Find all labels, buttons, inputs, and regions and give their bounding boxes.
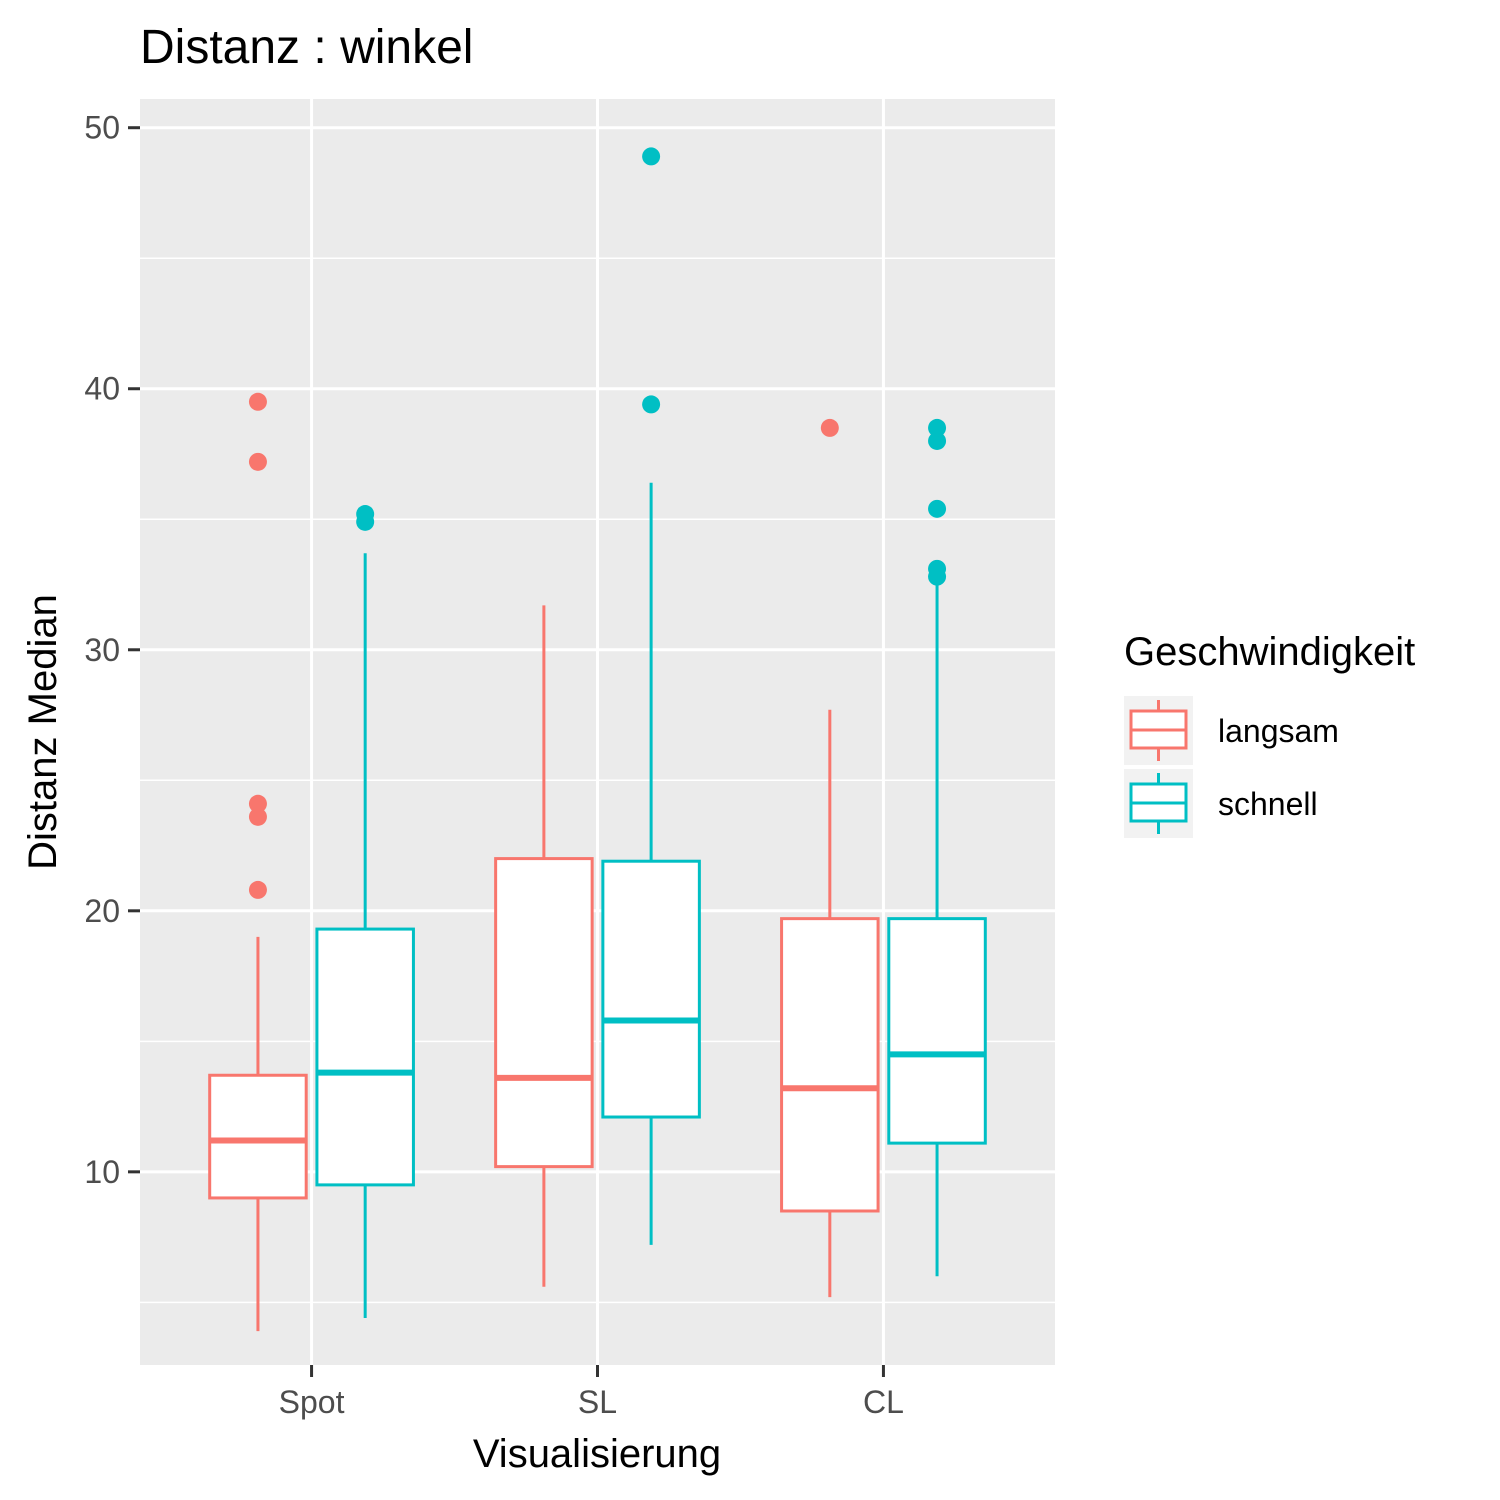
x-tick-label: Spot: [279, 1384, 345, 1420]
box-schnell-cl: [887, 418, 987, 1277]
outlier-point: [642, 395, 661, 414]
box-iqr: [208, 1073, 308, 1200]
outlier-point: [248, 880, 267, 899]
box-layer: [208, 147, 987, 1332]
box-schnell-spot: [315, 505, 415, 1319]
box-iqr: [315, 927, 415, 1187]
outlier-point: [928, 431, 947, 450]
legend: Geschwindigkeit langsam schnell: [1124, 630, 1415, 838]
box-iqr: [887, 917, 987, 1145]
x-axis-title: Visualisierung: [473, 1432, 721, 1476]
axes: 10 20 30 40 50 Spot SL CL: [84, 110, 903, 1420]
legend-key-schnell: schnell: [1124, 769, 1318, 838]
box-iqr: [601, 859, 701, 1119]
x-tick-label: SL: [578, 1384, 617, 1420]
outlier-point: [820, 418, 839, 437]
outlier-point: [928, 418, 947, 437]
grid: [140, 99, 1055, 1365]
legend-label: schnell: [1218, 786, 1318, 822]
y-tick-label: 30: [84, 632, 120, 668]
box-langsam-spot: [208, 392, 308, 1332]
outlier-point: [642, 147, 661, 166]
box-iqr: [494, 857, 594, 1169]
legend-key-langsam: langsam: [1124, 696, 1339, 765]
legend-label: langsam: [1218, 713, 1339, 749]
outlier-point: [248, 807, 267, 826]
box-iqr: [780, 917, 880, 1213]
y-tick-label: 50: [84, 110, 120, 146]
outlier-point: [928, 499, 947, 518]
legend-keys: langsam schnell: [1124, 696, 1339, 838]
y-tick-label: 20: [84, 893, 120, 929]
box-schnell-sl: [601, 147, 701, 1245]
outlier-point: [248, 794, 267, 813]
outlier-point: [356, 505, 375, 524]
x-tick-label: CL: [863, 1384, 904, 1420]
y-tick-label: 40: [84, 371, 120, 407]
box-langsam-sl: [494, 605, 594, 1287]
y-axis-title: Distanz Median: [21, 594, 65, 870]
box-langsam-cl: [780, 418, 880, 1298]
outlier-point: [248, 392, 267, 411]
chart-title: Distanz : winkel: [140, 21, 473, 74]
outlier-point: [248, 452, 267, 471]
y-tick-label: 10: [84, 1154, 120, 1190]
outlier-point: [928, 559, 947, 578]
legend-title: Geschwindigkeit: [1124, 630, 1415, 674]
